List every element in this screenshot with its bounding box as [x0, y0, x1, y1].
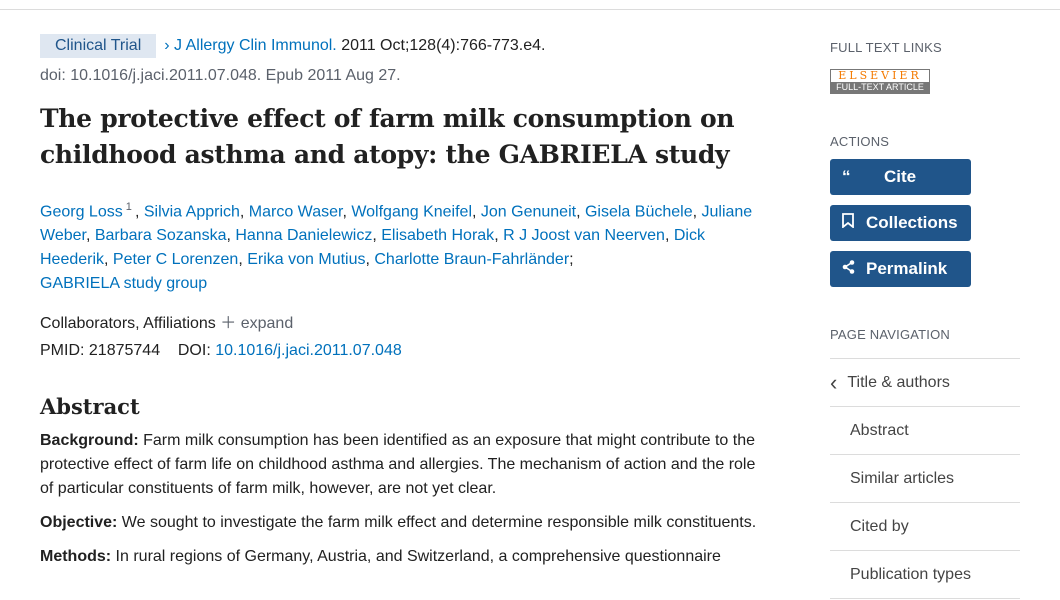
permalink-label: Permalink	[866, 259, 948, 278]
nav-item[interactable]: Abstract	[830, 407, 1020, 455]
collaborators-affiliations[interactable]: Collaborators, Affiliations ＋ expand	[40, 310, 760, 337]
actions-heading: ACTIONS	[830, 134, 890, 149]
sidebar: FULL TEXT LINKS ELSEVIER FULL-TEXT ARTICL…	[830, 40, 1020, 599]
elsevier-sub-text: FULL-TEXT ARTICLE	[831, 82, 929, 93]
author-link[interactable]: Marco Waser	[248, 203, 343, 221]
doi-label: DOI:	[177, 342, 211, 360]
nav-item[interactable]: Publication types	[830, 551, 1020, 599]
cite-button[interactable]: “ Cite	[830, 159, 971, 195]
article-main: Clinical Trial › J Allergy Clin Immunol. …	[40, 34, 760, 579]
author-link[interactable]: Jon Genuneit	[480, 203, 577, 221]
full-text-links-heading: FULL TEXT LINKS	[830, 40, 942, 55]
chevron-left-icon: ‹	[830, 369, 838, 395]
elsevier-full-text-link[interactable]: ELSEVIER FULL-TEXT ARTICLE	[830, 69, 930, 94]
collections-label: Collections	[866, 213, 958, 232]
elsevier-logo-text: ELSEVIER	[831, 70, 929, 82]
author-link[interactable]: Peter C Lorenzen	[112, 251, 239, 269]
journal-name: J Allergy Clin Immunol.	[174, 37, 337, 54]
author-link[interactable]: Juliane Weber	[40, 203, 753, 245]
author-link[interactable]: Silvia Apprich	[143, 203, 240, 221]
author-link[interactable]: R J Joost van Neerven	[503, 227, 665, 245]
affiliation-sup[interactable]: 1	[122, 201, 135, 213]
top-divider	[0, 9, 1060, 10]
collab-label: Collaborators, Affiliations	[40, 315, 216, 333]
collections-button[interactable]: Collections	[830, 205, 971, 241]
citation: 2011 Oct;128(4):766-773.e4.	[336, 37, 546, 54]
nav-item[interactable]: Similar articles	[830, 455, 1020, 503]
permalink-button[interactable]: Permalink	[830, 251, 971, 287]
author-link[interactable]: Hanna Danielewicz	[235, 227, 373, 245]
page-navigation: ‹ Title & authors Abstract Similar articles…	[830, 358, 1020, 599]
expand-button[interactable]: expand	[240, 315, 294, 333]
nav-item[interactable]: ‹ Title & authors	[830, 359, 1020, 407]
author-link[interactable]: Georg Loss	[40, 203, 123, 221]
group-author-link[interactable]: GABRIELA study group	[40, 275, 208, 293]
bookmark-icon	[842, 213, 866, 233]
abstract-section: Methods: In rural regions of Germany, Au…	[40, 548, 721, 566]
abstract-section: Background: Farm milk consumption has be…	[40, 432, 756, 498]
share-icon	[842, 259, 866, 279]
page-navigation-heading: PAGE NAVIGATION	[830, 327, 951, 342]
author-link[interactable]: Gisela Büchele	[584, 203, 693, 221]
doi-link[interactable]: 10.1016/j.jaci.2011.07.048	[215, 342, 402, 360]
author-link[interactable]: Charlotte Braun-Fahrländer	[374, 251, 570, 269]
abstract-heading: Abstract	[40, 394, 140, 420]
plus-icon: ＋	[220, 315, 237, 333]
nav-item[interactable]: Cited by	[830, 503, 1020, 551]
pmid-label: PMID:	[40, 342, 85, 360]
author-link[interactable]: Dick Heederik	[40, 227, 705, 269]
author-link[interactable]: Erika von Mutius	[247, 251, 366, 269]
page-title: The protective effect of farm milk consu…	[40, 104, 735, 169]
author-link[interactable]: Barbara Sozanska	[94, 227, 227, 245]
section-label: Methods:	[40, 548, 112, 566]
journal-link[interactable]: › J Allergy Clin Immunol.	[164, 37, 337, 54]
doi-line: doi: 10.1016/j.jaci.2011.07.048. Epub 20…	[40, 67, 401, 84]
author-link[interactable]: Wolfgang Kneifel	[351, 203, 472, 221]
section-label: Background:	[40, 432, 139, 450]
publication-type-badge: Clinical Trial	[40, 34, 157, 58]
section-label: Objective:	[40, 514, 118, 532]
quote-icon: “	[842, 167, 851, 186]
author-list: Georg Loss 1 , Silvia Apprich, Marco Was…	[40, 201, 753, 293]
pmid-value: 21875744	[88, 342, 161, 360]
abstract-section: Objective: We sought to investigate the …	[40, 514, 757, 532]
author-link[interactable]: Elisabeth Horak	[381, 227, 495, 245]
cite-label: Cite	[884, 167, 917, 186]
